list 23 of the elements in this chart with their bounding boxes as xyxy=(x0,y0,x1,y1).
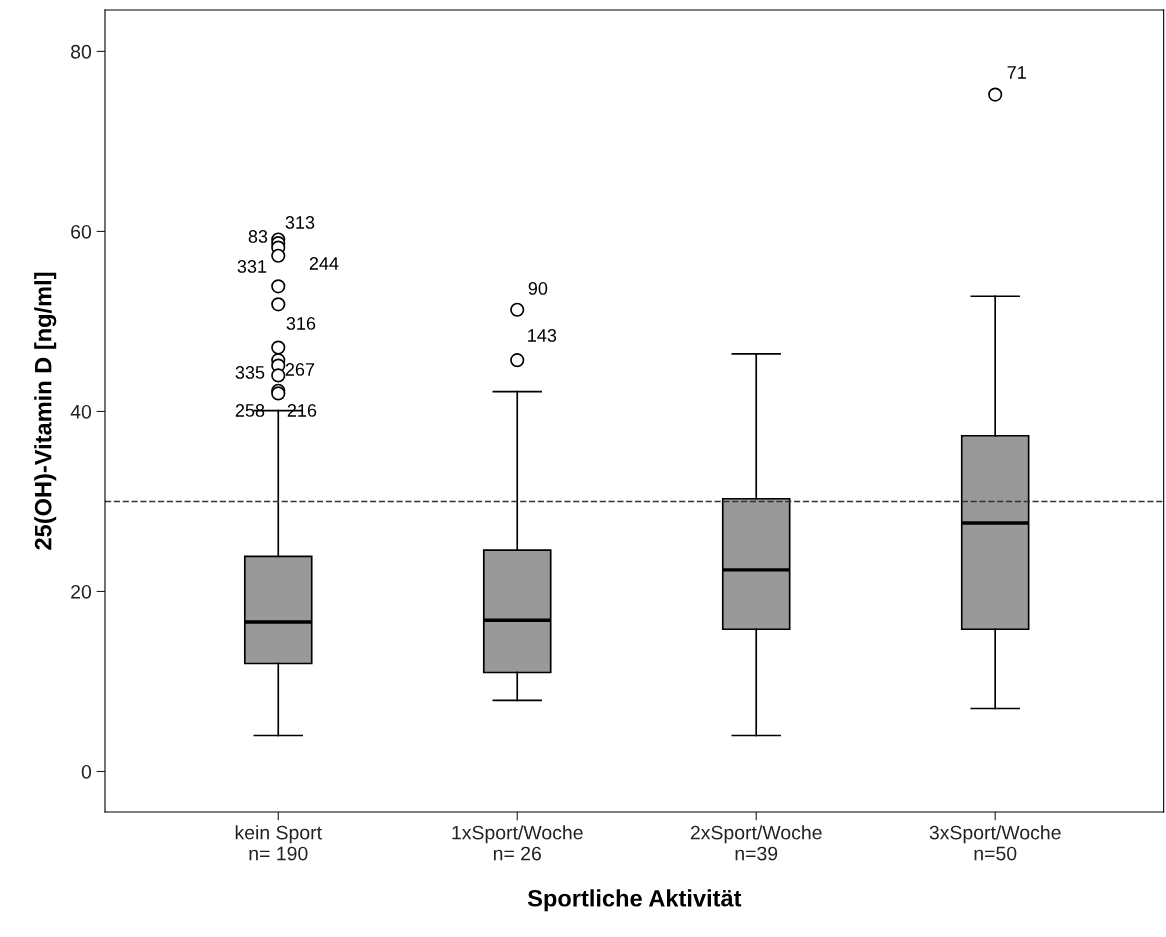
y-tick-label: 80 xyxy=(71,44,92,59)
annotation: 258 xyxy=(235,404,265,417)
annotation: 313 xyxy=(285,216,315,229)
y-tick-label: 60 xyxy=(71,224,92,239)
annotation: 267 xyxy=(285,363,315,376)
annotation: 143 xyxy=(528,329,557,342)
annotation: 331 xyxy=(237,260,267,273)
y-tick-label: 0 xyxy=(81,764,92,779)
annotation: 316 xyxy=(286,317,316,330)
annotation: 90 xyxy=(528,282,548,295)
annotation: 71 xyxy=(1007,66,1026,79)
annotation: 83 xyxy=(248,230,268,243)
x-tick-label: 2xSport/Woche n=39 xyxy=(690,825,822,861)
x-axis-title: Sportliche Aktivität xyxy=(527,889,742,912)
annotation: 216 xyxy=(287,404,317,417)
annotation: 244 xyxy=(309,257,339,270)
y-axis-title: 25(OH)-Vitamin D [ng/ml] xyxy=(34,272,57,550)
annotation: 335 xyxy=(235,366,265,379)
y-tick-label: 40 xyxy=(70,404,92,419)
x-tick-label: kein Sport n= 190 xyxy=(235,825,322,861)
y-tick-label: 20 xyxy=(71,584,92,599)
x-tick-label: 1xSport/Woche n= 26 xyxy=(452,825,583,861)
x-tick-label: 3xSport/Woche n=50 xyxy=(929,825,1061,861)
